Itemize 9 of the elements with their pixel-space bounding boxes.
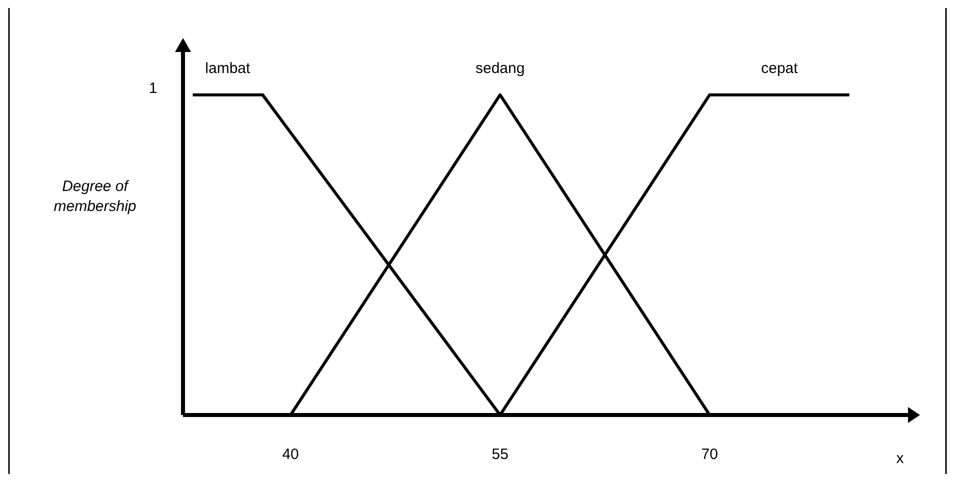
x-axis-title: x (896, 450, 904, 467)
series-label: lambat (205, 60, 252, 77)
text: 1 (148, 80, 158, 97)
series-label: cepat (761, 60, 799, 77)
series-label: sedang (475, 60, 525, 77)
y-axis-title: Degree of membership (54, 178, 136, 215)
x-tick-label: 55 (492, 446, 508, 463)
x-tick-label: 40 (282, 446, 299, 463)
x-tick-label: 70 (701, 446, 718, 463)
